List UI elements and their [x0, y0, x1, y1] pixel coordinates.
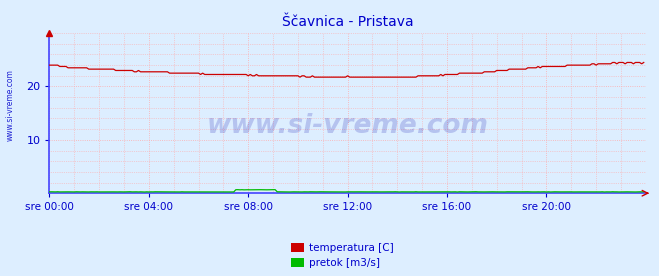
- Text: www.si-vreme.com: www.si-vreme.com: [5, 69, 14, 141]
- Title: Ščavnica - Pristava: Ščavnica - Pristava: [282, 15, 413, 29]
- Legend: temperatura [C], pretok [m3/s]: temperatura [C], pretok [m3/s]: [291, 243, 394, 268]
- Text: www.si-vreme.com: www.si-vreme.com: [207, 113, 488, 139]
